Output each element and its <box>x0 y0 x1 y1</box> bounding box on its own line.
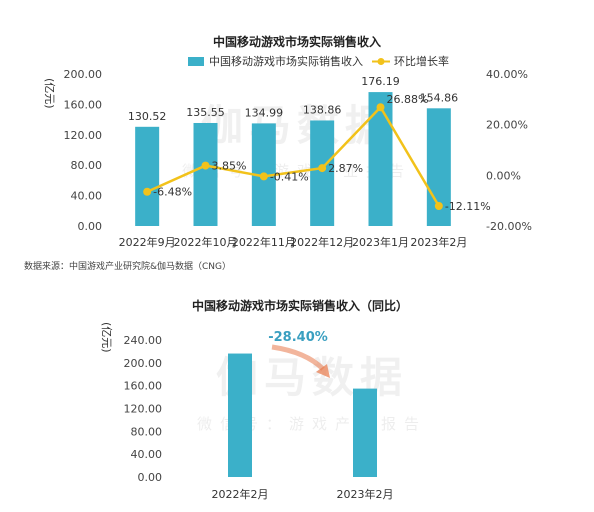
legend-line-marker <box>377 58 385 65</box>
left-tick-label: 80.00 <box>71 159 103 172</box>
legend-bar-label: 中国移动游戏市场实际销售收入 <box>209 54 363 68</box>
revenue-bar <box>368 92 393 226</box>
data-source: 数据来源：中国游戏产业研究院&伽马数据（CNG） <box>24 260 231 272</box>
left-tick-label: 40.00 <box>71 190 103 203</box>
revenue-bar-value: 154.86 <box>420 91 459 104</box>
chart-2-x-tick-label: 2022年2月 <box>212 487 269 501</box>
chart-1-right-axis: -20.00% 0.00% 20.00% 40.00% <box>486 68 532 233</box>
watermark-main: 伽马数据 <box>201 101 393 150</box>
chart-1: 中国移动游戏市场实际销售收入 中国移动游戏市场实际销售收入 环比增长率 (亿元)… <box>43 34 532 249</box>
yoy-change-label: -28.40% <box>268 330 328 345</box>
chart-2-tick-label: 0.00 <box>138 471 163 484</box>
legend-bar-swatch <box>188 57 204 66</box>
left-tick-label: 200.00 <box>64 68 103 81</box>
revenue-bar-value: 134.99 <box>245 106 284 119</box>
revenue-bar <box>135 126 160 226</box>
growth-point <box>376 103 385 112</box>
x-tick-label: 2022年10月 <box>174 235 238 249</box>
revenue-bar <box>310 120 335 226</box>
revenue-bar-value: 138.86 <box>303 103 342 116</box>
yoy-bar <box>353 388 377 477</box>
chart-2-bars <box>228 353 377 477</box>
growth-point <box>434 202 443 211</box>
chart-2-tick-label: 40.00 <box>131 448 163 461</box>
chart-2-tick-label: 80.00 <box>131 425 163 438</box>
chart-1-bars: 130.52 135.55 134.99 138.86 176.19 154.86 <box>128 75 458 226</box>
growth-point-label: 2.87% <box>328 162 363 175</box>
growth-point-label: 3.85% <box>212 160 247 173</box>
x-tick-label: 2022年12月 <box>290 235 354 249</box>
right-tick-label: -20.00% <box>486 220 532 233</box>
chart-2-x-axis: 2022年2月 2023年2月 <box>212 487 394 501</box>
right-tick-label: 40.00% <box>486 68 528 81</box>
yoy-arrow-head <box>316 364 330 378</box>
yoy-bar <box>228 353 252 477</box>
growth-point <box>259 172 268 181</box>
growth-point <box>318 164 327 173</box>
chart-2-ylabel: (亿元) <box>100 322 113 353</box>
left-tick-label: 160.00 <box>64 98 103 111</box>
chart-2-tick-label: 200.00 <box>124 357 163 370</box>
revenue-bar-value: 176.19 <box>361 75 400 88</box>
growth-point-label: -0.41% <box>270 170 309 183</box>
chart-2-y-axis: 0.00 40.00 80.00 120.00 160.00 200.00 240.00 <box>124 334 163 484</box>
chart-2-tick-label: 160.00 <box>124 380 163 393</box>
x-tick-label: 2022年11月 <box>232 235 296 249</box>
right-tick-label: 20.00% <box>486 119 528 132</box>
chart-2-tick-label: 120.00 <box>124 403 163 416</box>
chart-2-x-tick-label: 2023年2月 <box>337 487 394 501</box>
left-tick-label: 0.00 <box>78 220 103 233</box>
growth-point-label: -12.11% <box>445 200 491 213</box>
chart-2-tick-label: 240.00 <box>124 334 163 347</box>
right-tick-label: 0.00% <box>486 169 521 182</box>
chart-1-title: 中国移动游戏市场实际销售收入 <box>213 34 381 49</box>
chart-1-left-axis: 0.00 40.00 80.00 120.00 160.00 200.00 <box>64 68 103 233</box>
chart-2-title: 中国移动游戏市场实际销售收入（同比） <box>192 298 408 313</box>
chart-1-growth-line: -6.48% 3.85% -0.41% 2.87% 26.88% -12.11% <box>143 93 491 213</box>
x-tick-label: 2023年1月 <box>352 235 409 249</box>
revenue-bar <box>193 122 218 226</box>
x-tick-label: 2023年2月 <box>410 235 467 249</box>
chart-2: 中国移动游戏市场实际销售收入（同比） (亿元) 伽马数据 微信号：游戏产业报告 … <box>100 298 419 501</box>
growth-point <box>201 161 210 170</box>
x-tick-label: 2022年9月 <box>119 235 176 249</box>
growth-point <box>143 187 152 196</box>
revenue-bar-value: 130.52 <box>128 110 167 123</box>
revenue-bar-value: 135.55 <box>186 106 225 119</box>
growth-point-label: 26.88% <box>387 93 429 106</box>
yoy-arrow-shaft <box>271 344 325 371</box>
chart-1-ylabel: (亿元) <box>43 78 56 109</box>
legend-line-label: 环比增长率 <box>394 54 449 68</box>
left-tick-label: 120.00 <box>64 129 103 142</box>
growth-line-path <box>146 105 440 207</box>
growth-point-label: -6.48% <box>153 186 192 199</box>
